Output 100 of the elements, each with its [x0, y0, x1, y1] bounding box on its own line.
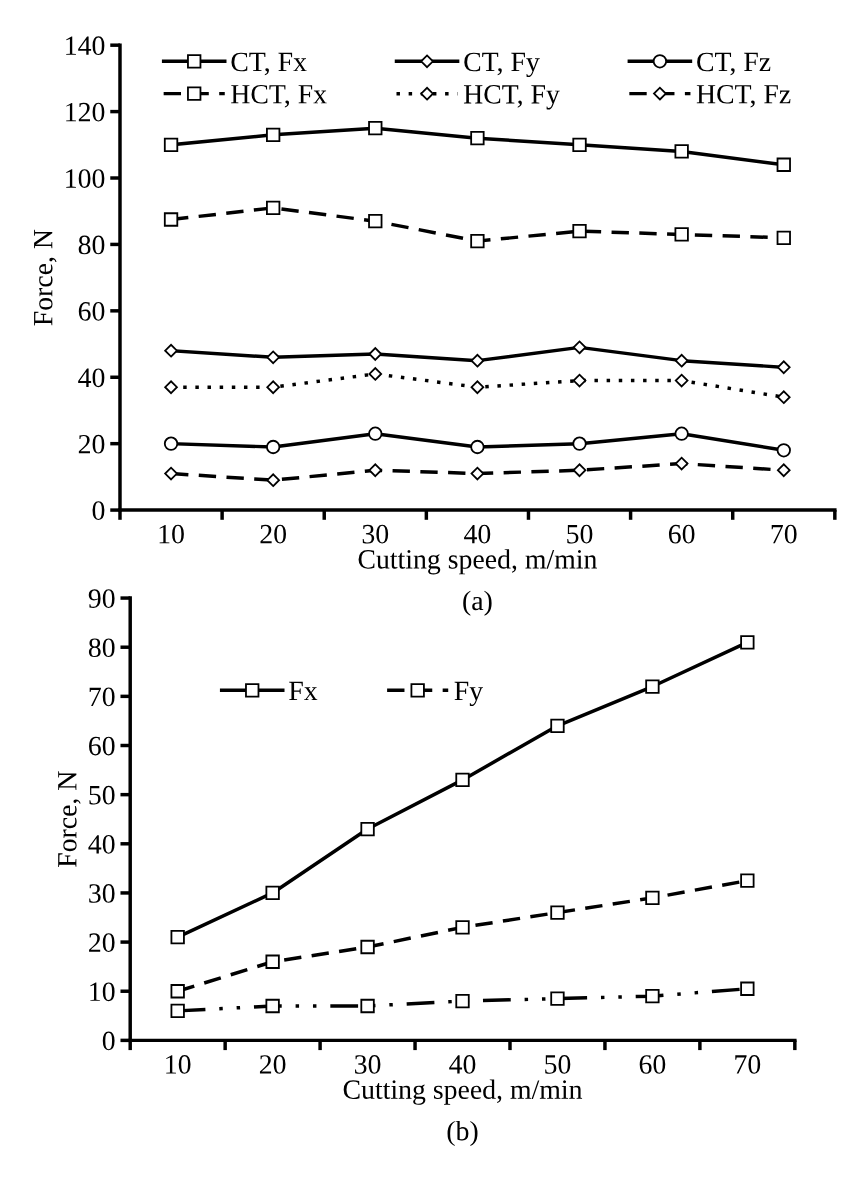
x-tick-label: 30 [355, 1055, 381, 1074]
point [266, 127, 281, 142]
point [550, 991, 565, 1006]
point [470, 380, 485, 395]
point [360, 998, 375, 1014]
point [740, 873, 755, 888]
legend-label: Fy [454, 681, 484, 707]
legend-label: CT, Fy [464, 52, 540, 78]
point [776, 443, 791, 458]
point [360, 939, 375, 955]
point [674, 426, 689, 441]
x-axis-title: Cutting speed, m/min [358, 549, 597, 575]
point [674, 456, 689, 471]
point [776, 360, 791, 375]
point [368, 347, 383, 361]
point [470, 131, 485, 146]
y-tick-label: 0 [92, 501, 105, 520]
point [674, 373, 689, 388]
y-tick-label: 140 [66, 36, 105, 56]
y-tick-label: 10 [90, 982, 115, 1002]
y-tick-label: 70 [89, 687, 115, 707]
point [368, 214, 383, 229]
point [368, 426, 383, 441]
y-tick-label: 0 [102, 1031, 115, 1051]
point [645, 988, 660, 1004]
point [572, 223, 587, 239]
point [368, 463, 383, 478]
point [164, 380, 178, 395]
point [776, 157, 791, 172]
x-tick-label: 20 [260, 524, 286, 544]
x-tick-label: 20 [259, 1055, 286, 1074]
point [368, 121, 383, 136]
point [740, 635, 755, 650]
point [470, 353, 485, 368]
x-tick-label: 60 [639, 1055, 666, 1074]
point [572, 340, 587, 355]
y-tick-label: 60 [89, 736, 115, 756]
point [266, 439, 281, 455]
point [470, 233, 485, 249]
y-tick-label: 20 [89, 933, 115, 952]
point [266, 200, 281, 216]
x-tick-label: 30 [362, 524, 389, 544]
annotation: (a) [463, 590, 492, 616]
y-tick-label: 90 [88, 589, 115, 608]
y-tick-label: 20 [78, 434, 105, 454]
y-axis-title: Force, N [58, 771, 81, 868]
y-tick-label: 100 [66, 169, 105, 188]
point [455, 993, 470, 1009]
point [265, 998, 280, 1014]
x-tick-label: 60 [668, 524, 695, 544]
x-tick-label: 40 [464, 524, 491, 544]
point [455, 772, 470, 788]
x-axis-title: Cutting speed, m/min [343, 1079, 583, 1105]
text: (b) [447, 1120, 478, 1147]
x-tick-label: 40 [449, 1055, 476, 1074]
point [740, 981, 755, 996]
point [455, 920, 470, 935]
x-tick-label: 10 [166, 1055, 191, 1074]
point [360, 821, 375, 837]
point [674, 227, 689, 242]
point [776, 230, 791, 245]
point [163, 137, 179, 152]
point [163, 212, 179, 227]
legend-label: CT, Fx [231, 52, 307, 76]
x-tick-label: 70 [735, 1055, 761, 1074]
point [170, 984, 185, 999]
legend-label: HCT, Fz [696, 84, 791, 108]
legend-label: HCT, Fy [463, 85, 560, 110]
point [265, 954, 280, 969]
point [170, 930, 185, 945]
point [265, 885, 280, 901]
point [572, 436, 587, 451]
point [572, 137, 587, 152]
point [776, 463, 791, 478]
y-tick-label: 50 [89, 785, 115, 805]
y-axis-title: Force, N [34, 229, 57, 326]
y-tick-label: 60 [78, 302, 105, 321]
point [674, 144, 689, 159]
x-tick-label: 50 [545, 1055, 571, 1074]
point [170, 1003, 185, 1019]
point [550, 718, 565, 733]
legend-label: CT, Fz [697, 52, 771, 76]
y-tick-label: 40 [88, 834, 115, 854]
point [368, 367, 383, 381]
y-tick-label: 120 [66, 102, 105, 122]
y-tick-label: 80 [88, 638, 115, 658]
point [645, 679, 660, 694]
legend-label: Fx [289, 681, 318, 701]
point [164, 343, 178, 358]
point [266, 380, 280, 395]
x-tick-label: 50 [567, 524, 593, 544]
x-tick-label: 10 [159, 524, 184, 544]
legend-label: HCT, Fx [231, 84, 327, 108]
y-tick-label: 40 [78, 368, 105, 388]
point [266, 350, 280, 365]
point [163, 436, 179, 451]
y-tick-label: 30 [89, 884, 115, 903]
x-tick-label: 70 [771, 524, 797, 544]
point [470, 466, 485, 481]
point [470, 439, 485, 455]
